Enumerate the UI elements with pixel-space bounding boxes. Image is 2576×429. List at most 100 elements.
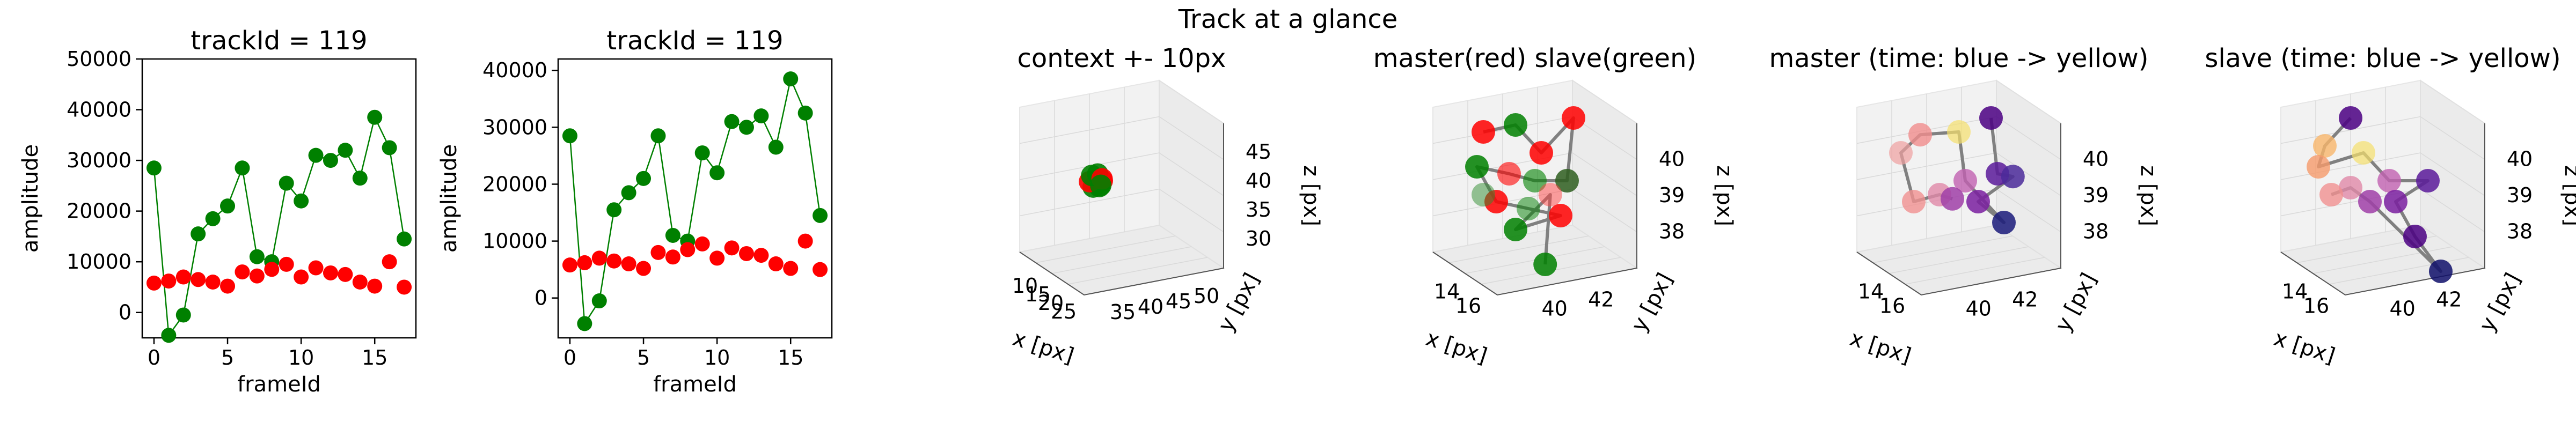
x-tick-label: 20 (1038, 291, 1064, 315)
data-point (1465, 155, 1489, 179)
x-tick-label: 15 (1025, 283, 1051, 306)
y-tick-label: 40 (2389, 297, 2415, 320)
data-point (2416, 169, 2440, 193)
data-point (813, 208, 828, 223)
data-point (1504, 218, 1527, 241)
x-tick-label: 0 (148, 346, 160, 369)
y-tick-label: 50000 (67, 47, 131, 71)
data-point (1966, 190, 1990, 213)
data-point (1497, 162, 1521, 186)
y-tick-label: 40000 (482, 58, 547, 82)
data-point (636, 171, 652, 186)
data-point (562, 128, 577, 144)
x-tick-label: 15 (362, 346, 387, 369)
data-point (591, 250, 607, 266)
data-point (768, 256, 784, 272)
data-point (2429, 260, 2453, 283)
data-point (161, 273, 177, 289)
grid-line (1872, 235, 2013, 263)
y-axis-label: amplitude (18, 144, 43, 253)
data-point (621, 256, 636, 272)
data-point (1953, 169, 1977, 193)
x-axis-label: x [px] (2271, 326, 2338, 369)
data-point (294, 193, 309, 209)
grid-line (1051, 246, 1192, 274)
data-point (1555, 169, 1579, 193)
z-tick-label: 38 (2507, 220, 2533, 243)
data-point (2319, 183, 2343, 206)
x-axis-label: x [px] (1009, 326, 1077, 369)
data-point (650, 245, 666, 260)
data-point (724, 114, 740, 129)
data-point (191, 226, 206, 242)
data-point (1889, 141, 1913, 165)
x-tick-label: 10 (1012, 274, 1038, 298)
data-point (367, 278, 383, 294)
data-point (264, 262, 280, 277)
data-point (220, 198, 236, 214)
z-tick-label: 30 (1246, 227, 1271, 250)
y-tick-label: 50 (1194, 284, 1219, 308)
y-tick-label: 42 (1588, 288, 1614, 312)
data-point (2339, 106, 2362, 130)
data-point (1472, 183, 1495, 206)
data-point (2403, 225, 2427, 248)
x-tick-label: 25 (1051, 300, 1077, 323)
data-point (235, 160, 250, 176)
y-tick-label: 40 (1965, 297, 1991, 320)
data-point (367, 109, 383, 125)
data-point (753, 248, 769, 263)
y-tick-label: 20000 (67, 199, 131, 223)
z-tick-label: 38 (2083, 220, 2109, 243)
data-point (205, 275, 221, 290)
grid-line (1905, 257, 2045, 285)
y-tick-label: 20000 (482, 172, 547, 196)
data-point (738, 120, 754, 135)
grid-line (1019, 116, 1224, 160)
data-point (753, 108, 769, 124)
data-point (397, 231, 412, 247)
data-point (1979, 106, 2003, 130)
data-point (323, 265, 338, 280)
y-tick-label: 40000 (67, 98, 131, 122)
data-point (352, 171, 368, 186)
x-tick-label: 16 (2303, 294, 2329, 317)
data-point (1533, 253, 1557, 276)
chart-title: slave (time: blue -> yellow) (2205, 43, 2560, 73)
data-point (577, 316, 592, 331)
data-point (146, 160, 162, 176)
axis-edge (1856, 123, 2061, 296)
data-point (249, 268, 265, 284)
figure-title: Track at a glance (1178, 4, 1398, 34)
data-point (783, 261, 799, 276)
data-point (738, 246, 754, 261)
chart-title: trackId = 119 (606, 26, 783, 56)
data-point (768, 139, 784, 155)
data-point (205, 211, 221, 226)
data-point (621, 185, 636, 201)
y-tick-label: 40 (1541, 297, 1567, 320)
z-axis-label: z [px] (2560, 165, 2576, 226)
x-tick-label: 15 (778, 346, 803, 369)
data-point (562, 257, 577, 273)
series-line (569, 77, 821, 326)
data-point (279, 175, 294, 191)
z-tick-label: 40 (2083, 147, 2109, 171)
x-axis-label: frameId (237, 372, 321, 397)
grid-line (2312, 246, 2453, 274)
data-point (1908, 123, 1932, 147)
data-point (1538, 183, 1562, 206)
y-axis-label: y [px] (1213, 269, 1264, 336)
y-axis-label: y [px] (2475, 269, 2526, 336)
data-point (650, 128, 666, 144)
data-point (680, 242, 696, 257)
data-point (382, 254, 397, 270)
amplitude-chart-1: trackId = 119 0 5 10 15 0 10000 20000 30000 40000… (18, 26, 417, 397)
data-point (636, 261, 652, 276)
data-point (606, 253, 622, 269)
x-tick-label: 14 (1434, 280, 1460, 304)
data-point (813, 262, 828, 277)
plot-frame (557, 58, 833, 339)
